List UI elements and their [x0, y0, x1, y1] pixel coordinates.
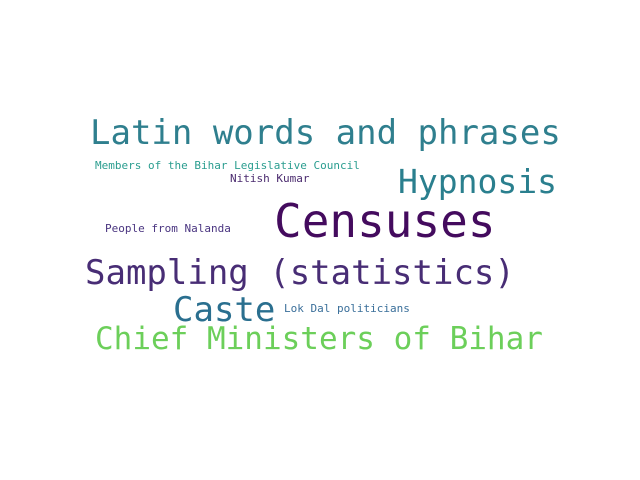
- word-hypnosis: Hypnosis: [398, 162, 557, 201]
- word-censuses: Censuses: [274, 194, 496, 248]
- word-caste: Caste: [173, 290, 276, 330]
- word-sampling-statistics: Sampling (statistics): [85, 253, 515, 293]
- word-lok-dal-politicians: Lok Dal politicians: [284, 302, 410, 315]
- word-chief-ministers-of-bihar: Chief Ministers of Bihar: [95, 321, 543, 357]
- word-members-of-bihar-legislative-council: Members of the Bihar Legislative Council: [95, 159, 360, 172]
- word-nitish-kumar: Nitish Kumar: [230, 172, 310, 185]
- word-people-from-nalanda: People from Nalanda: [105, 222, 231, 235]
- word-latin-words-and-phrases: Latin words and phrases: [90, 113, 561, 153]
